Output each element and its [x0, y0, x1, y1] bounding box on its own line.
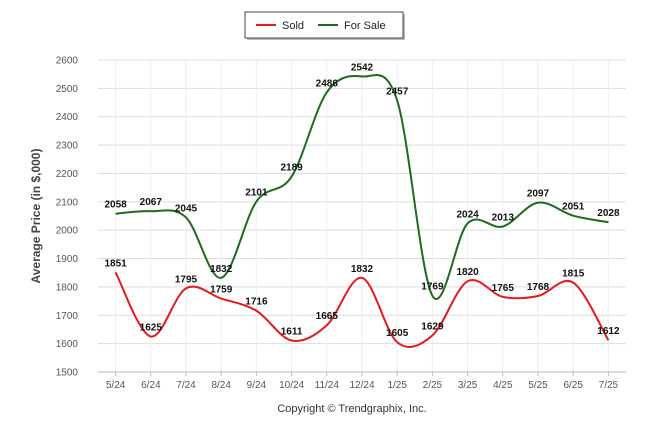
y-tick-label: 1500: [56, 368, 79, 379]
y-axis-title: Average Price (in $,000): [29, 149, 43, 284]
y-tick-label: 2600: [56, 56, 79, 67]
x-tick-label: 2/25: [423, 380, 443, 391]
data-label-forsale: 2045: [175, 203, 198, 214]
axes: 1500 1600 1700 1800 1900 2000 2100 2200 2300 2400…: [56, 56, 626, 391]
data-label-forsale: 2486: [316, 78, 339, 89]
data-label-sold: 1629: [421, 321, 444, 332]
data-label-forsale: 2058: [104, 200, 127, 211]
legend-forsale-label: For Sale: [344, 20, 386, 32]
x-tick-label: 6/24: [141, 380, 161, 391]
y-tick-label: 2100: [56, 197, 79, 208]
x-tick-label: 5/24: [106, 380, 126, 391]
x-tick-label: 11/24: [315, 380, 340, 391]
data-label-sold: 1832: [351, 264, 374, 275]
data-labels: 1851 1625 1795 1759 1716 1611 1665 1832 1605 1629…: [104, 62, 619, 339]
y-tick-label: 2300: [56, 141, 79, 152]
data-label-sold: 1851: [104, 258, 127, 269]
legend: Sold For Sale: [244, 11, 405, 40]
copyright-credit: Copyright © Trendgraphix, Inc.: [277, 403, 426, 415]
x-tick-label: 9/24: [247, 380, 267, 391]
data-label-sold: 1759: [210, 285, 233, 296]
y-tick-label: 2200: [56, 169, 79, 180]
y-tick-label: 1700: [56, 311, 79, 322]
data-label-forsale: 2457: [386, 87, 409, 98]
data-label-forsale: 2028: [597, 208, 620, 219]
x-tick-label: 5/25: [528, 380, 548, 391]
data-label-sold: 1612: [597, 326, 620, 337]
gridlines: [98, 59, 626, 373]
x-tick-label: 3/25: [458, 380, 478, 391]
data-label-sold: 1611: [281, 327, 303, 338]
data-label-sold: 1625: [140, 323, 163, 334]
data-label-forsale: 1832: [210, 264, 233, 275]
x-tick-label: 7/25: [599, 380, 619, 391]
data-label-forsale: 2013: [492, 212, 515, 223]
x-tick-label: 7/24: [176, 380, 196, 391]
x-tick-label: 10/24: [279, 380, 304, 391]
data-label-forsale: 2101: [245, 188, 268, 199]
data-label-forsale: 2542: [351, 62, 374, 73]
y-tick-label: 2500: [56, 84, 79, 95]
data-label-forsale: 1769: [421, 282, 444, 293]
y-tick-label: 1900: [56, 254, 79, 265]
data-label-sold: 1795: [175, 274, 198, 285]
x-tick-label: 6/25: [563, 380, 583, 391]
y-tick-label: 2000: [56, 226, 79, 237]
x-tick-label: 1/25: [387, 380, 407, 391]
x-tick-label: 4/25: [493, 380, 513, 391]
x-tick-label: 12/24: [349, 380, 374, 391]
y-tick-label: 1800: [56, 282, 79, 293]
data-label-forsale: 2024: [456, 209, 479, 220]
data-label-forsale: 2067: [140, 197, 163, 208]
legend-sold-label: Sold: [282, 20, 304, 32]
data-label-sold: 1765: [492, 283, 515, 294]
data-label-forsale: 2051: [562, 202, 585, 213]
data-label-forsale: 2189: [280, 163, 303, 174]
y-tick-label: 2400: [56, 112, 79, 123]
data-label-sold: 1716: [245, 297, 268, 308]
series-line-forsale: [115, 74, 609, 300]
x-tick-label: 8/24: [211, 380, 231, 391]
data-label-sold: 1820: [456, 267, 479, 278]
data-label-forsale: 2097: [527, 189, 550, 200]
data-label-sold: 1815: [562, 269, 585, 280]
data-label-sold: 1605: [386, 328, 409, 339]
series-lines: [114, 74, 610, 348]
data-label-sold: 1768: [527, 282, 550, 293]
y-tick-label: 1600: [56, 339, 79, 350]
data-label-sold: 1665: [316, 311, 339, 322]
